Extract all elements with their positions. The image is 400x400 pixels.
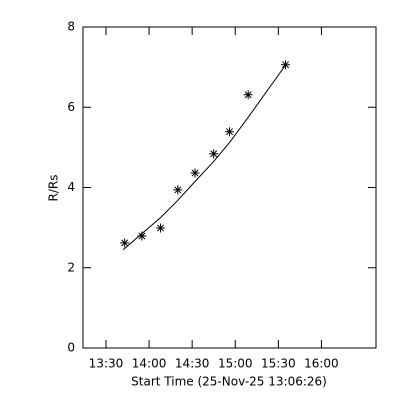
y-tick-label: 8 bbox=[67, 20, 75, 34]
data-point bbox=[243, 90, 253, 100]
data-point bbox=[120, 238, 130, 248]
data-point bbox=[156, 223, 166, 233]
x-tick-label: 16:00 bbox=[304, 357, 339, 371]
x-tick-label: 14:30 bbox=[175, 357, 210, 371]
x-tick-label: 15:30 bbox=[261, 357, 296, 371]
fit-line bbox=[122, 64, 286, 251]
y-tick-label: 2 bbox=[67, 260, 75, 274]
y-tick-label: 0 bbox=[67, 341, 75, 355]
y-tick-label: 6 bbox=[67, 100, 75, 114]
data-point bbox=[173, 185, 183, 195]
data-point bbox=[137, 231, 147, 241]
y-tick-label: 4 bbox=[67, 180, 75, 194]
x-tick-label: 14:00 bbox=[132, 357, 167, 371]
data-point bbox=[209, 149, 219, 159]
x-axis-label: Start Time (25-Nov-25 13:06:26) bbox=[131, 375, 327, 389]
x-tick-label: 13:30 bbox=[89, 357, 124, 371]
y-axis-label: R/Rs bbox=[47, 175, 61, 202]
plot-frame bbox=[82, 26, 377, 349]
data-point bbox=[190, 168, 200, 178]
x-tick-label: 15:00 bbox=[218, 357, 253, 371]
data-point bbox=[281, 60, 291, 70]
data-point bbox=[225, 127, 234, 137]
